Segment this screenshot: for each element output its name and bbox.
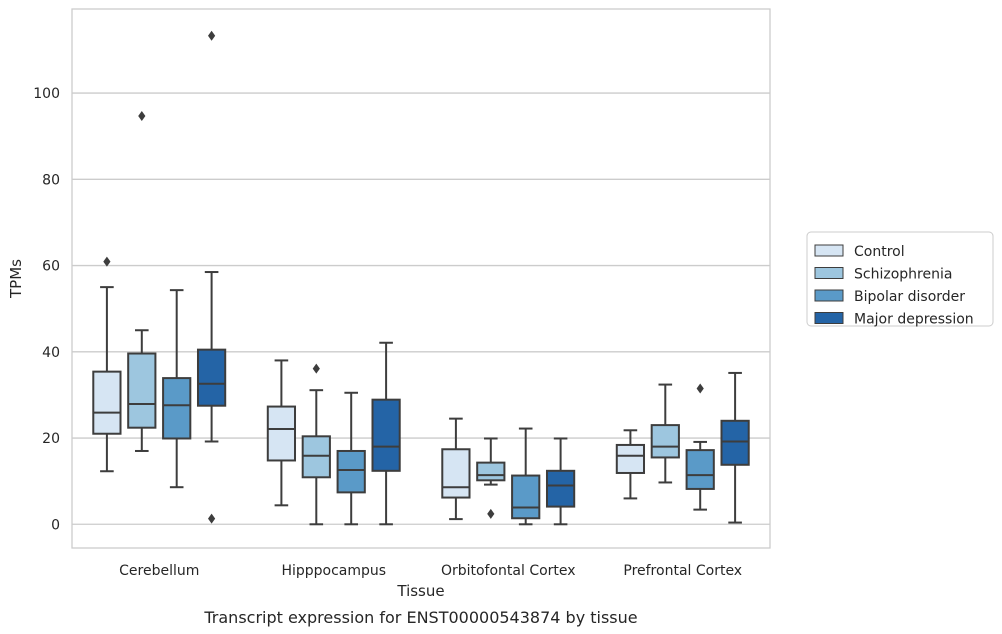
box-control bbox=[441, 417, 471, 521]
box-body bbox=[371, 398, 401, 472]
y-tick-label: 60 bbox=[42, 259, 60, 275]
box-bipolar-disorder bbox=[162, 289, 192, 489]
outlier-point bbox=[487, 508, 495, 519]
outlier-point bbox=[208, 513, 216, 524]
box-control bbox=[266, 359, 297, 507]
outlier-point bbox=[312, 363, 320, 374]
box-body bbox=[162, 377, 192, 440]
legend-label: Bipolar disorder bbox=[854, 289, 965, 305]
box-control bbox=[92, 256, 122, 473]
y-tick-label: 100 bbox=[33, 86, 60, 102]
box-body bbox=[545, 469, 576, 508]
x-tick-label: Orbitofontal Cortex bbox=[441, 563, 576, 579]
box-major-depression bbox=[371, 341, 401, 526]
box-body bbox=[266, 405, 297, 462]
x-tick-labels: Cerebellum Hipppocampus Orbitofontal Corte… bbox=[119, 563, 742, 579]
box-major-depression bbox=[545, 437, 576, 526]
y-axis-label: TPMs bbox=[7, 259, 25, 299]
box-bipolar-disorder bbox=[511, 427, 541, 526]
legend: Control Schizophrenia Bipolar disorder Majo… bbox=[806, 231, 994, 328]
box-body bbox=[196, 348, 227, 407]
legend-swatch bbox=[814, 267, 844, 279]
x-tick-label: Hipppocampus bbox=[281, 563, 386, 579]
legend-swatch bbox=[814, 289, 844, 302]
legend-label: Schizophrenia bbox=[854, 267, 952, 283]
legend-frame bbox=[806, 231, 994, 327]
box-major-depression bbox=[720, 371, 750, 524]
box-body bbox=[476, 461, 506, 482]
legend-swatch bbox=[814, 244, 844, 257]
legend-label: Control bbox=[854, 244, 905, 260]
outlier-point bbox=[103, 256, 111, 267]
y-tick-label: 0 bbox=[51, 517, 60, 533]
x-tick-label: Prefrontal Cortex bbox=[623, 563, 742, 579]
box-bipolar-disorder bbox=[336, 391, 366, 526]
box-major-depression bbox=[196, 30, 227, 524]
x-axis-label: Tissue bbox=[396, 582, 444, 600]
y-tick-label: 80 bbox=[42, 172, 60, 188]
plot-marks bbox=[92, 30, 750, 526]
legend-label: Major depression bbox=[854, 312, 974, 328]
box-body bbox=[720, 419, 750, 466]
box-body bbox=[301, 435, 331, 479]
box-body bbox=[441, 448, 471, 499]
box-body bbox=[650, 424, 680, 459]
outlier-point bbox=[208, 30, 216, 41]
outlier-point bbox=[138, 110, 146, 121]
box-body bbox=[127, 352, 157, 429]
x-tick-label: Cerebellum bbox=[119, 563, 199, 579]
box-body bbox=[615, 443, 646, 474]
chart-caption: Transcript expression for ENST0000054387… bbox=[203, 608, 637, 627]
box-schizophrenia bbox=[650, 383, 680, 484]
box-bipolar-disorder bbox=[685, 383, 715, 511]
y-tick-label: 40 bbox=[42, 345, 60, 361]
legend-swatch bbox=[814, 312, 844, 324]
box-schizophrenia bbox=[127, 110, 157, 452]
box-schizophrenia bbox=[301, 363, 331, 526]
outlier-point bbox=[696, 383, 704, 394]
box-body bbox=[92, 370, 122, 435]
plot-frame bbox=[71, 8, 771, 549]
box-control bbox=[615, 429, 646, 500]
box-schizophrenia bbox=[476, 437, 506, 519]
y-tick-labels: 0 20 40 60 80 100 bbox=[33, 86, 60, 533]
box-body bbox=[511, 474, 541, 520]
box-body bbox=[685, 449, 715, 490]
box-body bbox=[336, 449, 366, 494]
y-tick-label: 20 bbox=[42, 431, 60, 447]
